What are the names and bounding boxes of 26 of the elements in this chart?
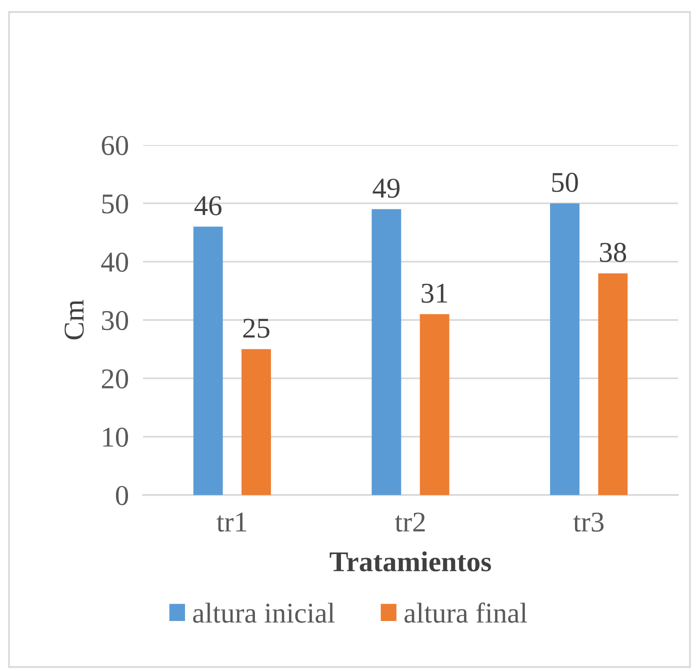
x-tick-label: tr3: [573, 512, 604, 532]
y-tick-label: 30: [102, 310, 128, 330]
y-axis-title: Cm: [64, 300, 84, 340]
legend-label: altura inicial: [193, 602, 335, 623]
data-label: 38: [600, 242, 626, 262]
data-label: 31: [422, 284, 448, 303]
x-tick-label: tr2: [394, 512, 425, 532]
y-tick-label: 60: [102, 136, 128, 156]
y-tick-label: 10: [103, 428, 128, 447]
bar: [193, 226, 223, 495]
bar: [598, 273, 628, 495]
data-label: 25: [243, 318, 270, 338]
y-tick-label: 20: [102, 369, 128, 388]
data-label: 50: [552, 172, 578, 192]
data-label: 49: [372, 178, 400, 198]
y-tick-label: 50: [102, 194, 128, 214]
legend-label: altura final: [404, 602, 528, 623]
x-axis-title: Tratamientos: [330, 551, 491, 572]
bar: [372, 209, 402, 495]
bar: [242, 349, 271, 495]
y-tick-label: 40: [101, 252, 128, 272]
x-tick-label: tr1: [216, 512, 246, 532]
bar: [420, 314, 450, 495]
bar: [550, 203, 580, 495]
y-tick-label: 0: [116, 486, 128, 506]
data-label: 46: [194, 196, 222, 216]
